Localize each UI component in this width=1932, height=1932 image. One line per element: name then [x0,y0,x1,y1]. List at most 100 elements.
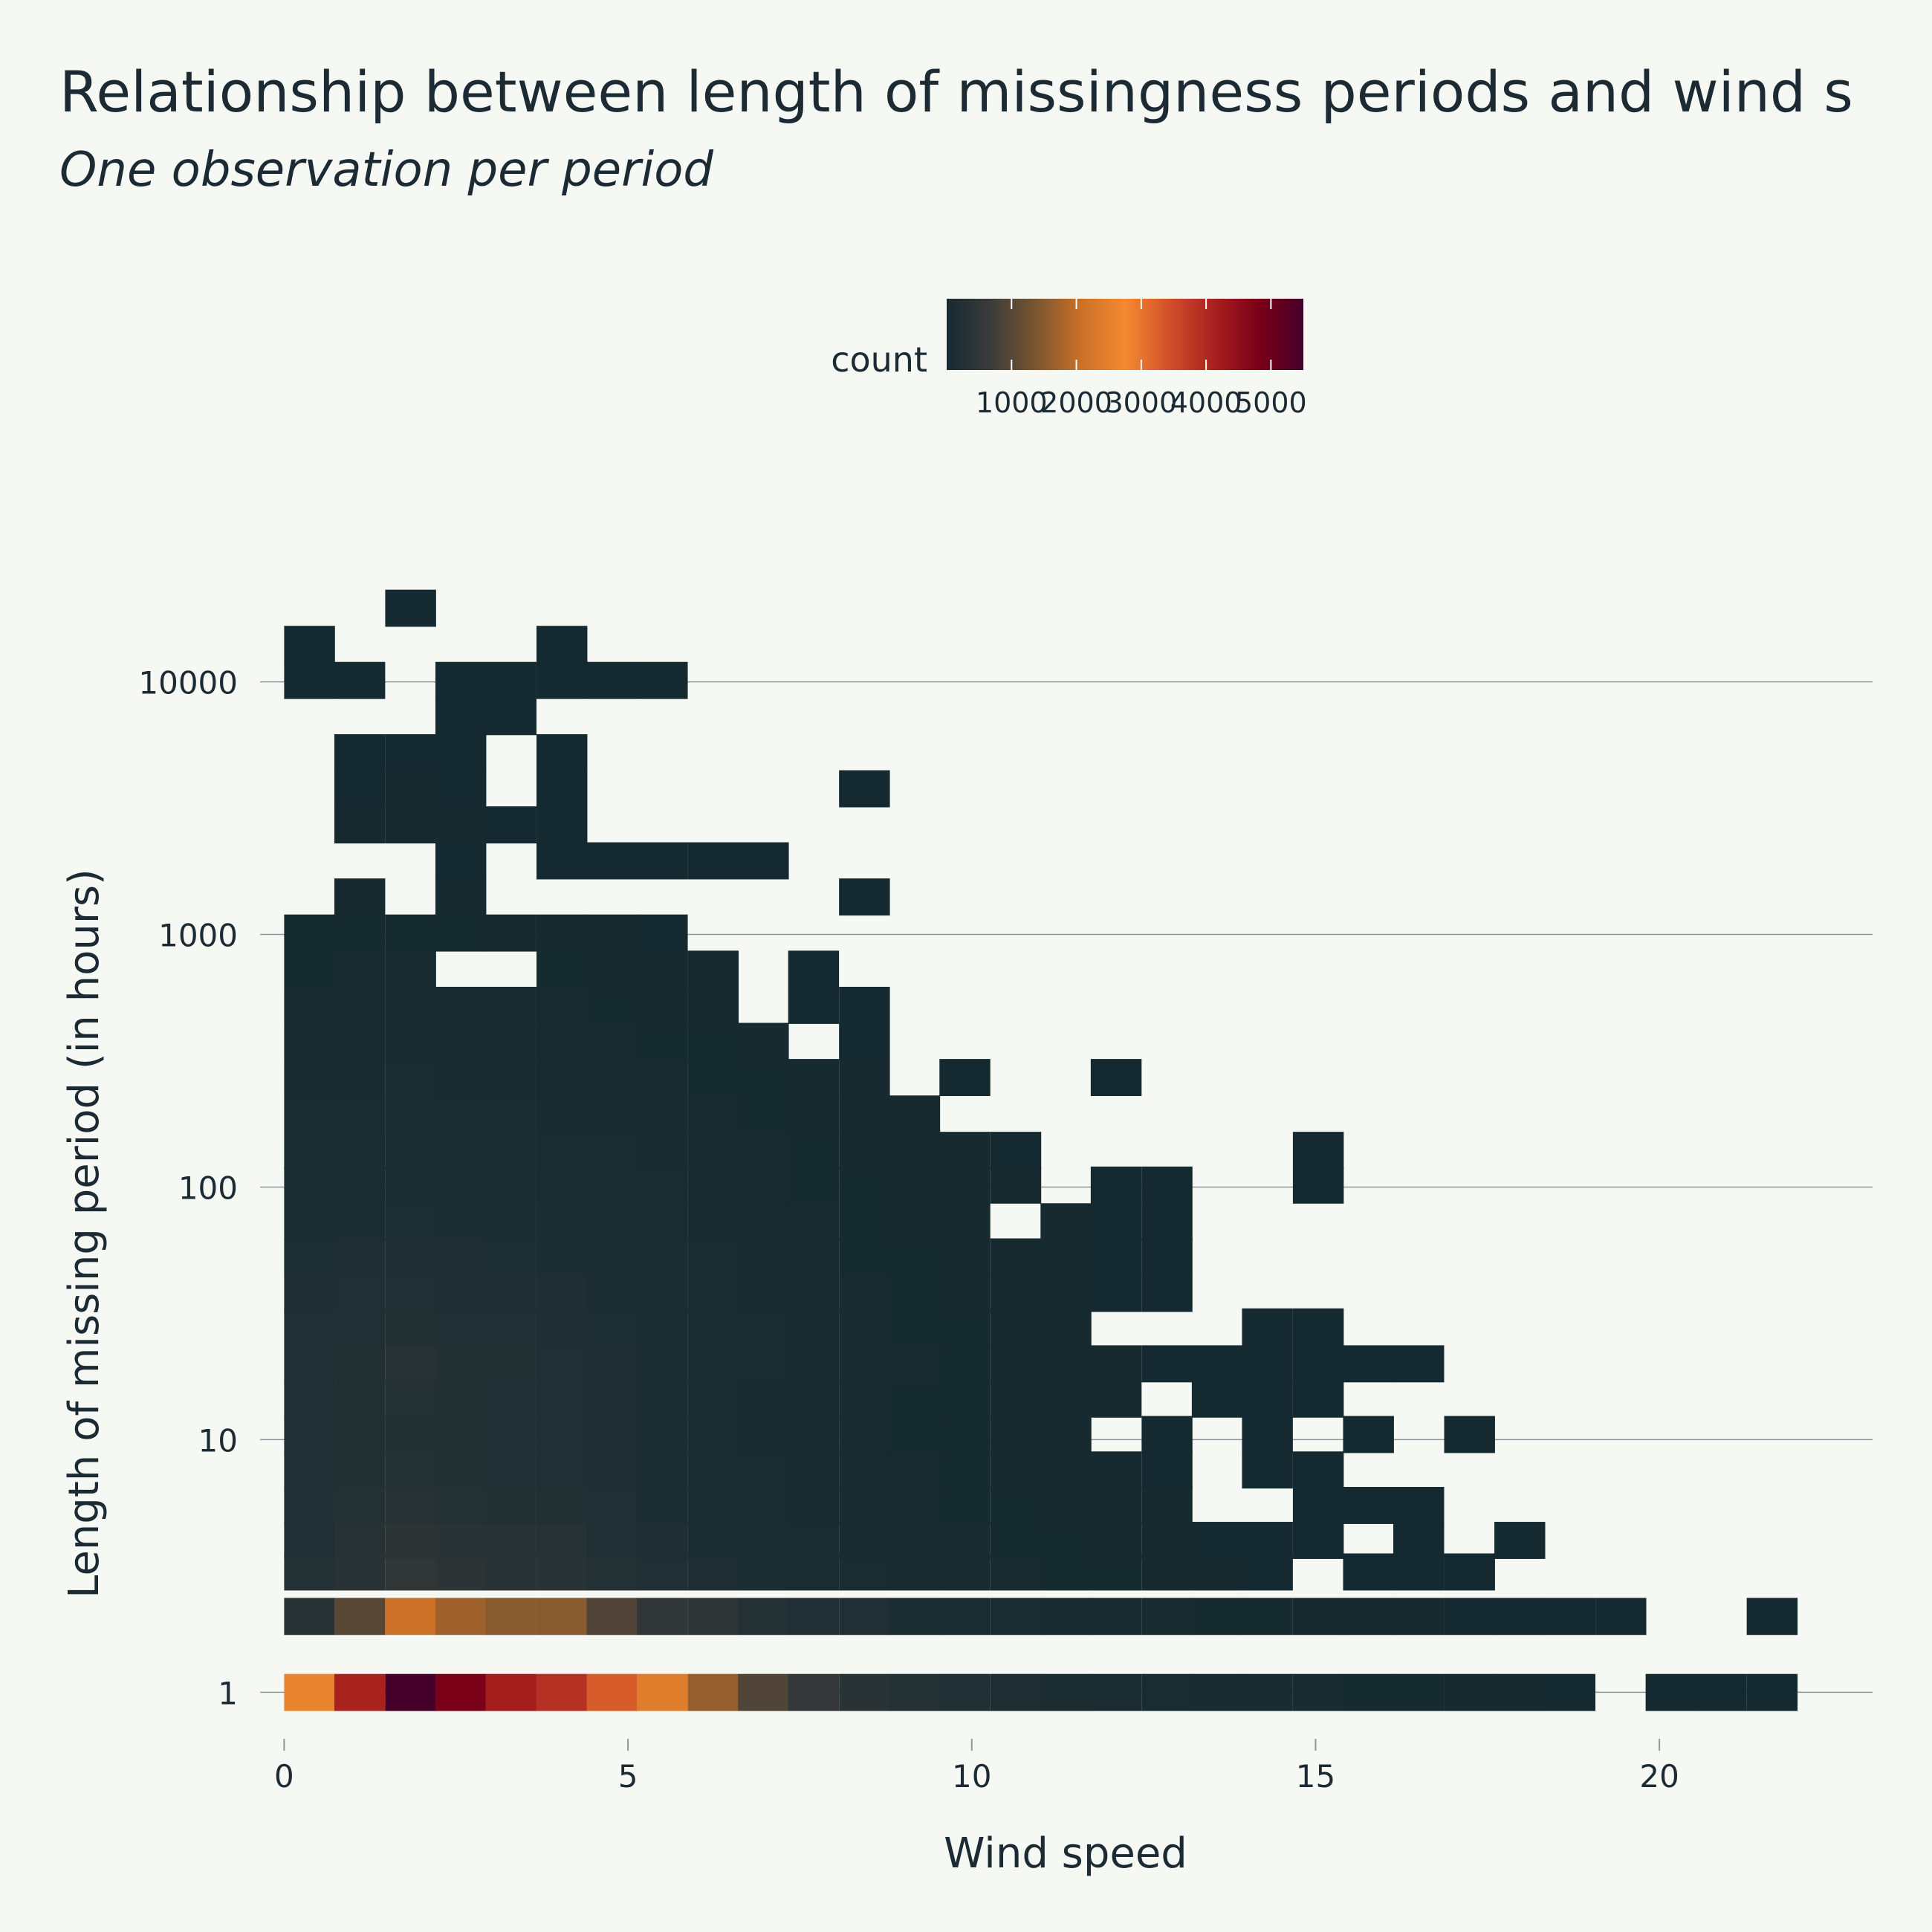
x-tick-label: 5 [618,1758,638,1795]
heatmap-cell [485,1553,537,1591]
heatmap-cell [939,1380,991,1418]
heatmap-cell [1191,1345,1243,1383]
heatmap-cell [788,1345,840,1383]
heatmap-cell [435,1345,487,1383]
heatmap-cell [334,770,386,808]
heatmap-cell [788,1166,840,1204]
heatmap-cell [637,1238,688,1276]
heatmap-cell [637,1132,688,1170]
heatmap-cell [334,1274,386,1312]
heatmap-cell [1141,1274,1193,1312]
heatmap-cell [435,1598,487,1636]
heatmap-cell [637,1416,688,1453]
heatmap-cell [687,842,739,880]
heatmap-cell [939,1059,991,1096]
heatmap-cell [889,1345,941,1383]
heatmap-cell [1292,1132,1344,1170]
heatmap-cell [1090,1522,1142,1559]
heatmap-cell [637,950,688,988]
heatmap-cell [738,1673,789,1711]
heatmap-cell [687,1487,739,1524]
heatmap-cell [1292,1487,1344,1524]
heatmap-cell [1040,1203,1092,1241]
heatmap-cell [537,842,588,880]
heatmap-cell [435,1416,487,1453]
heatmap-cell [738,1203,789,1241]
heatmap-cell [839,770,890,808]
heatmap-cell [537,1487,588,1524]
heatmap-cell [1141,1598,1193,1636]
heatmap-cell [385,950,436,988]
heatmap-cell [537,1059,588,1096]
heatmap-cell [738,1238,789,1276]
heatmap-cell [385,589,436,627]
heatmap-cell [889,1132,941,1170]
heatmap-cell [284,1522,335,1559]
heatmap-cell [990,1673,1042,1711]
heatmap-cell [687,1522,739,1559]
heatmap-cell [537,1238,588,1276]
heatmap-cell [1292,1166,1344,1204]
heatmap-cell [435,1203,487,1241]
heatmap-cell [1393,1673,1445,1711]
heatmap-cell [1494,1522,1546,1559]
heatmap-cell [889,1238,941,1276]
heatmap-cell [435,1238,487,1276]
heatmap-cell [586,1274,638,1312]
chart-subtitle: One observation per period [59,143,713,198]
y-axis-label: Length of missing period (in hours) [60,869,108,1598]
heatmap-cell [334,1553,386,1591]
heatmap-cell [435,1553,487,1591]
heatmap-cell [788,1095,840,1133]
heatmap-cell [537,1166,588,1204]
heatmap-cell [537,1132,588,1170]
heatmap-cell [1696,1673,1747,1711]
heatmap-cell [990,1166,1042,1204]
heatmap-cell [435,698,487,736]
heatmap-cell [334,1095,386,1133]
heatmap-cell [1040,1673,1092,1711]
heatmap-cell [537,734,588,771]
heatmap-cell [284,1238,335,1276]
heatmap-cell [284,1553,335,1591]
heatmap-cell [537,626,588,664]
heatmap-cell [485,1380,537,1418]
heatmap-cell [1242,1451,1293,1489]
heatmap-cell [637,1598,688,1636]
colorbar-tick-label: 5000 [1235,386,1307,419]
heatmap-cell [788,1673,840,1711]
heatmap-cell [637,1308,688,1346]
heatmap-cell [1141,1166,1193,1204]
heatmap-cell [839,1132,890,1170]
heatmap-cell [334,1598,386,1636]
heatmap-cell [1343,1487,1394,1524]
heatmap-cell [637,1522,688,1559]
heatmap-cell [485,1416,537,1453]
heatmap-cell [889,1380,941,1418]
heatmap-cell [334,1673,386,1711]
heatmap-cell [485,914,537,952]
heatmap-cell [990,1238,1042,1276]
heatmap-cell [385,1308,436,1346]
heatmap-cell [485,987,537,1024]
heatmap-cell [284,626,335,664]
heatmap-cell [537,661,588,699]
heatmap-cell [1494,1598,1546,1636]
heatmap-cell [334,1238,386,1276]
heatmap-cell [939,1238,991,1276]
heatmap-cell [738,1022,789,1060]
heatmap-cell [738,1274,789,1312]
heatmap-cell [1090,1203,1142,1241]
heatmap-cell [385,914,436,952]
heatmap-cell [889,1487,941,1524]
heatmap-cell [284,1487,335,1524]
heatmap-cell [788,1553,840,1591]
heatmap-cell [485,1132,537,1170]
heatmap-cell [990,1274,1042,1312]
heatmap-cell [839,1345,890,1383]
heatmap-cell [284,1203,335,1241]
heatmap-cell [889,1673,941,1711]
heatmap-cell [738,1553,789,1591]
heatmap-cell [1090,1059,1142,1096]
